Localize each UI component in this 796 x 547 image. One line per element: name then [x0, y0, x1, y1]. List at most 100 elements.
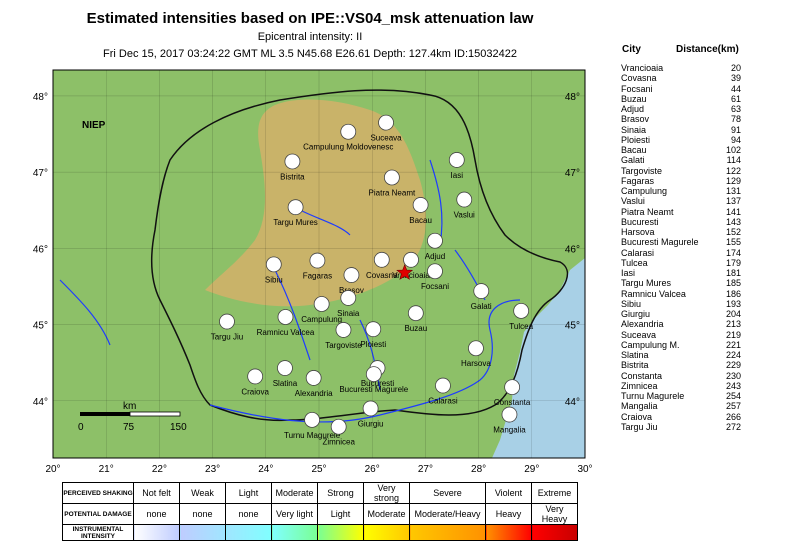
city-label: Galati [471, 302, 492, 311]
city-label: Bucuresti Magurele [339, 385, 408, 394]
city-marker: Vaslui [454, 191, 475, 220]
city-name: Buzau [621, 93, 647, 104]
city-column-header: City [622, 44, 641, 55]
city-row: Sibiu 193 [621, 299, 741, 309]
city-marker: Giurgiu [358, 400, 384, 428]
city-intensity-circle [403, 251, 419, 268]
city-row: Bucuresti 143 [621, 217, 741, 227]
map-title: Estimated intensities based on IPE::VS04… [86, 10, 534, 27]
city-name: Bacau [621, 145, 647, 155]
city-label: Iasi [451, 171, 464, 180]
city-distance: 152 [725, 227, 741, 237]
city-name: Targu Mures [621, 278, 672, 289]
city-intensity-circle [407, 305, 424, 322]
legend-row-header: INSTRUMENTAL INTENSITY [62, 524, 134, 541]
epicenter-star [396, 263, 414, 280]
damage-label: Heavy [485, 503, 532, 525]
city-name: Campulung M. [621, 339, 680, 350]
city-marker: Bucuresti Magurele [339, 366, 409, 394]
city-name: Constanta [621, 370, 663, 381]
city-distance-table: Vrancioaia 20 Covasna 39 Focsani 44 Buzau 61 Adj… [621, 63, 741, 432]
city-intensity-circle [448, 152, 465, 168]
city-name: Slatina [621, 350, 649, 360]
city-distance: 179 [725, 257, 741, 268]
city-intensity-circle [427, 263, 443, 280]
city-label: Piatra Neamt [369, 188, 416, 197]
graticule [53, 70, 585, 458]
city-distance: 137 [725, 196, 741, 207]
city-intensity-circle [378, 114, 394, 131]
city-row: Zimnicea 243 [621, 381, 741, 391]
black-sea [492, 258, 585, 458]
city-marker: Vrancioaia [392, 251, 430, 280]
city-row: Ramnicu Valcea 186 [621, 289, 741, 299]
city-marker: Buzau [404, 305, 427, 333]
latitude-label: 44° [33, 397, 48, 408]
city-distance: 114 [726, 155, 741, 166]
city-label: Mangalia [493, 426, 526, 435]
city-name: Fagaras [621, 175, 655, 186]
intensity-legend: PERCEIVED SHAKING Not felt Weak Light Moder… [62, 482, 578, 541]
city-label: Bacau [409, 216, 432, 225]
city-intensity-circle [219, 313, 235, 330]
city-row: Giurgiu 204 [621, 309, 741, 319]
city-label: Vrancioaia [392, 271, 430, 280]
city-label: Constanta [494, 398, 531, 407]
city-intensity-circle [247, 368, 264, 385]
scale-unit: km [123, 401, 136, 412]
city-name: Bucuresti Magurele [621, 237, 699, 248]
city-name: Giurgiu [621, 309, 651, 319]
intensity-color-swatch [179, 524, 226, 541]
city-marker: Harsova [461, 340, 491, 368]
latitude-label: 46° [565, 244, 580, 255]
city-name: Mangalia [621, 401, 658, 412]
intensity-color-swatch [363, 524, 410, 541]
city-label: Tulcea [509, 322, 533, 331]
city-intensity-circle [427, 232, 443, 249]
city-name: Ramnicu Valcea [621, 288, 686, 299]
city-distance: 131 [725, 186, 741, 196]
city-distance: 122 [725, 165, 741, 176]
city-name: Vrancioaia [621, 63, 664, 73]
city-label: Targu Mures [273, 218, 317, 227]
shaking-label: Severe [409, 482, 486, 504]
city-distance: 129 [725, 175, 741, 186]
city-marker: Galati [471, 283, 492, 311]
city-name: Sinaia [621, 124, 647, 135]
city-row: Ploiesti 94 [621, 135, 741, 145]
city-intensity-circle [305, 370, 322, 386]
city-marker: Campulung Moldovenesc [303, 123, 393, 152]
longitude-label: 25° [311, 464, 326, 475]
city-marker: Piatra Neamt [369, 169, 416, 197]
city-label: Turnu Magurele [284, 431, 341, 440]
city-row: Sinaia 91 [621, 125, 741, 135]
city-row: Slatina 224 [621, 350, 741, 360]
city-intensity-circle [501, 406, 518, 423]
city-distance: 219 [725, 329, 741, 340]
intensity-color-swatch [531, 524, 578, 541]
city-intensity-circle [473, 283, 490, 299]
city-label: Focsani [421, 282, 449, 291]
city-marker: Targoviste [325, 322, 362, 350]
city-intensity-circle [313, 296, 330, 312]
city-row: Mangalia 257 [621, 401, 741, 411]
city-marker: Constanta [494, 379, 531, 407]
city-intensity-circle [412, 197, 429, 213]
longitude-label: 22° [152, 464, 167, 475]
city-label: Zimnicea [322, 438, 355, 447]
city-row: Constanta 230 [621, 371, 741, 381]
city-row: Fagaras 129 [621, 176, 741, 186]
damage-label: Moderate [363, 503, 410, 525]
city-distance: 39 [730, 73, 741, 84]
city-marker: Ramnicu Valcea [257, 309, 315, 337]
shaking-label: Extreme [531, 482, 578, 504]
scale-tick: 75 [123, 422, 135, 433]
city-label: Targoviste [325, 341, 362, 350]
latitude-label: 46° [33, 244, 48, 255]
city-row: Turnu Magurele 254 [621, 391, 741, 401]
city-distance: 61 [730, 93, 741, 104]
latitude-label: 48° [33, 92, 48, 103]
city-label: Giurgiu [358, 419, 384, 428]
shaking-label: Light [225, 482, 272, 504]
